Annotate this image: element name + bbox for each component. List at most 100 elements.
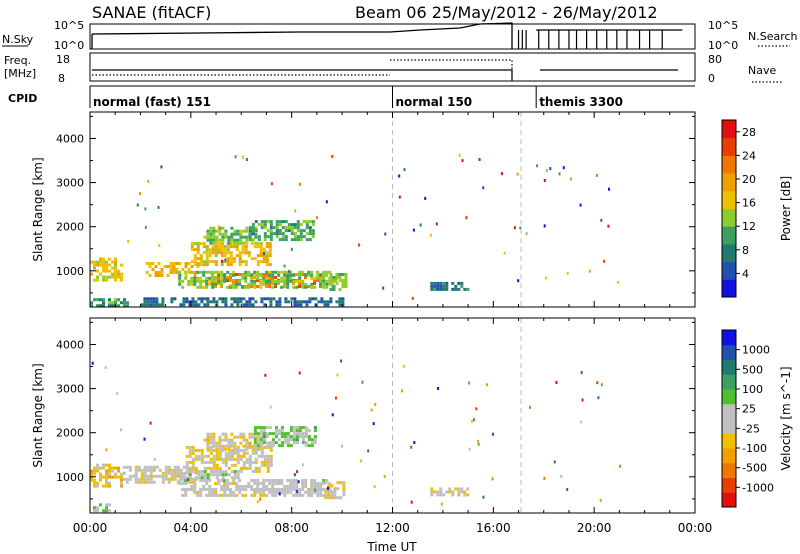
x-tick-label: 12:00 — [375, 521, 410, 535]
y-tick-label: 4000 — [56, 338, 84, 351]
colorbar-swatch — [722, 389, 736, 405]
echo-region — [145, 262, 200, 277]
colorbar-tick-label: 24 — [742, 149, 756, 162]
colorbar-swatch — [722, 190, 736, 209]
colorbar-swatch — [722, 477, 736, 493]
colorbar-tick-label: 1000 — [742, 344, 770, 357]
colorbar-label: Velocity [m s^-1] — [779, 366, 793, 470]
nsky-tick-bottom: 10^0 — [54, 39, 84, 52]
station-title: SANAE (fitACF) — [92, 3, 211, 22]
nsearch-label: N.Search — [748, 30, 798, 43]
colorbar-swatch — [722, 418, 736, 434]
x-tick-label: 20:00 — [577, 521, 612, 535]
velocity-colorbar: 1000 500 100 25 -25 -100 -500 -1000 Velocity [m … — [721, 329, 793, 508]
x-tick-label: 00:00 — [73, 521, 108, 535]
colorbar-swatch — [722, 261, 736, 280]
nsky-label: N.Sky — [2, 33, 34, 46]
echo-region — [430, 487, 470, 497]
y-tick-label: 2000 — [56, 427, 84, 440]
colorbar-tick-label: -25 — [742, 422, 760, 435]
echo-region — [93, 503, 111, 513]
colorbar-tick-label: -1000 — [742, 481, 774, 494]
colorbar-swatch — [722, 462, 736, 478]
colorbar-swatch — [722, 359, 736, 375]
freq-unit: [MHz] — [4, 67, 36, 80]
y-tick-label: 1000 — [56, 265, 84, 278]
x-tick-label: 00:00 — [678, 521, 713, 535]
echo-region — [170, 470, 240, 480]
nave-label: Nave — [748, 64, 776, 77]
y-tick-label: 3000 — [56, 383, 84, 396]
time-axis: 00:00 04:00 08:00 12:00 16:00 20:00 00:00 — [73, 521, 713, 535]
y-axis-label: Slant Range [km] — [31, 157, 45, 261]
x-tick-label: 04:00 — [174, 521, 209, 535]
colorbar-swatch — [722, 403, 736, 419]
colorbar-swatch — [722, 226, 736, 245]
echo-region — [90, 257, 123, 282]
colorbar-tick-label: -500 — [742, 462, 767, 475]
freq-tick-bottom: 8 — [58, 72, 65, 85]
x-tick-label: 16:00 — [476, 521, 511, 535]
nsearch-tick-top: 10^5 — [708, 19, 738, 32]
colorbar-tick-label: 4 — [742, 267, 749, 280]
freq-tick-top: 18 — [56, 53, 70, 66]
echo-region — [90, 298, 129, 308]
colorbar-tick-label: 20 — [742, 173, 756, 186]
colorbar-swatch — [722, 208, 736, 227]
y-tick-label: 3000 — [56, 177, 84, 190]
colorbar-tick-label: -100 — [742, 442, 767, 455]
scatter-noise — [127, 153, 620, 300]
colorbar-swatch — [722, 448, 736, 464]
colorbar-swatch — [722, 344, 736, 360]
nsearch-tick-bottom: 10^0 — [708, 39, 738, 52]
colorbar-swatch — [722, 330, 736, 346]
echo-region — [253, 426, 317, 448]
echo-region — [248, 220, 315, 242]
colorbar-swatch — [722, 155, 736, 174]
cpid-label: CPID — [8, 92, 37, 105]
echo-region — [430, 281, 470, 291]
colorbar-tick-label: 16 — [742, 197, 756, 210]
echo-region — [140, 297, 345, 307]
nave-tick-top: 80 — [708, 53, 722, 66]
colorbar-tick-label: 500 — [742, 363, 763, 376]
colorbar-tick-label: 28 — [742, 126, 756, 139]
echo-region — [181, 487, 332, 497]
echo-region — [90, 463, 123, 488]
colorbar-swatch — [722, 120, 736, 139]
colorbar-tick-label: 25 — [742, 403, 756, 416]
echo-region — [329, 273, 348, 291]
colorbar-swatch — [722, 374, 736, 390]
echo-region — [190, 242, 272, 267]
nsky-panel: N.Sky 10^5 10^0 10^5 10^0 N.Search — [2, 19, 798, 52]
power-panel: 1000 2000 3000 4000 Slant Range [km] — [31, 111, 696, 308]
y-tick-label: 2000 — [56, 221, 84, 234]
echo-region — [178, 270, 338, 289]
colorbar-tick-label: 12 — [742, 220, 756, 233]
nave-tick-bottom: 0 — [708, 72, 715, 85]
nsky-tick-top: 10^5 — [54, 19, 84, 32]
y-axis-label: Slant Range [km] — [31, 363, 45, 467]
y-tick-label: 4000 — [56, 132, 84, 145]
freq-label: Freq. — [4, 54, 31, 67]
colorbar-swatch — [722, 279, 736, 298]
cpid-segment-label: normal (fast) 151 — [93, 95, 211, 109]
cpid-panel: CPID normal (fast) 151 normal 150 themis 3… — [8, 85, 695, 109]
colorbar-swatch — [722, 173, 736, 192]
cpid-segment-label: normal 150 — [396, 95, 473, 109]
velocity-panel: 1000 2000 3000 4000 Slant Range [km] — [31, 317, 696, 514]
freq-panel: Freq. [MHz] 18 8 80 0 Nave — [4, 52, 782, 85]
echo-region — [324, 481, 346, 500]
colorbar-swatch — [722, 137, 736, 156]
colorbar-swatch — [722, 492, 736, 508]
beam-date-title: Beam 06 25/May/2012 - 26/May/2012 — [355, 3, 658, 22]
x-tick-label: 08:00 — [274, 521, 309, 535]
colorbar-swatch — [722, 433, 736, 449]
colorbar-tick-label: 8 — [742, 244, 749, 257]
y-tick-label: 1000 — [56, 471, 84, 484]
colorbar-swatch — [722, 243, 736, 263]
x-axis-label: Time UT — [366, 540, 417, 554]
colorbar-tick-label: 100 — [742, 383, 763, 396]
cpid-segment-label: themis 3300 — [539, 95, 623, 109]
